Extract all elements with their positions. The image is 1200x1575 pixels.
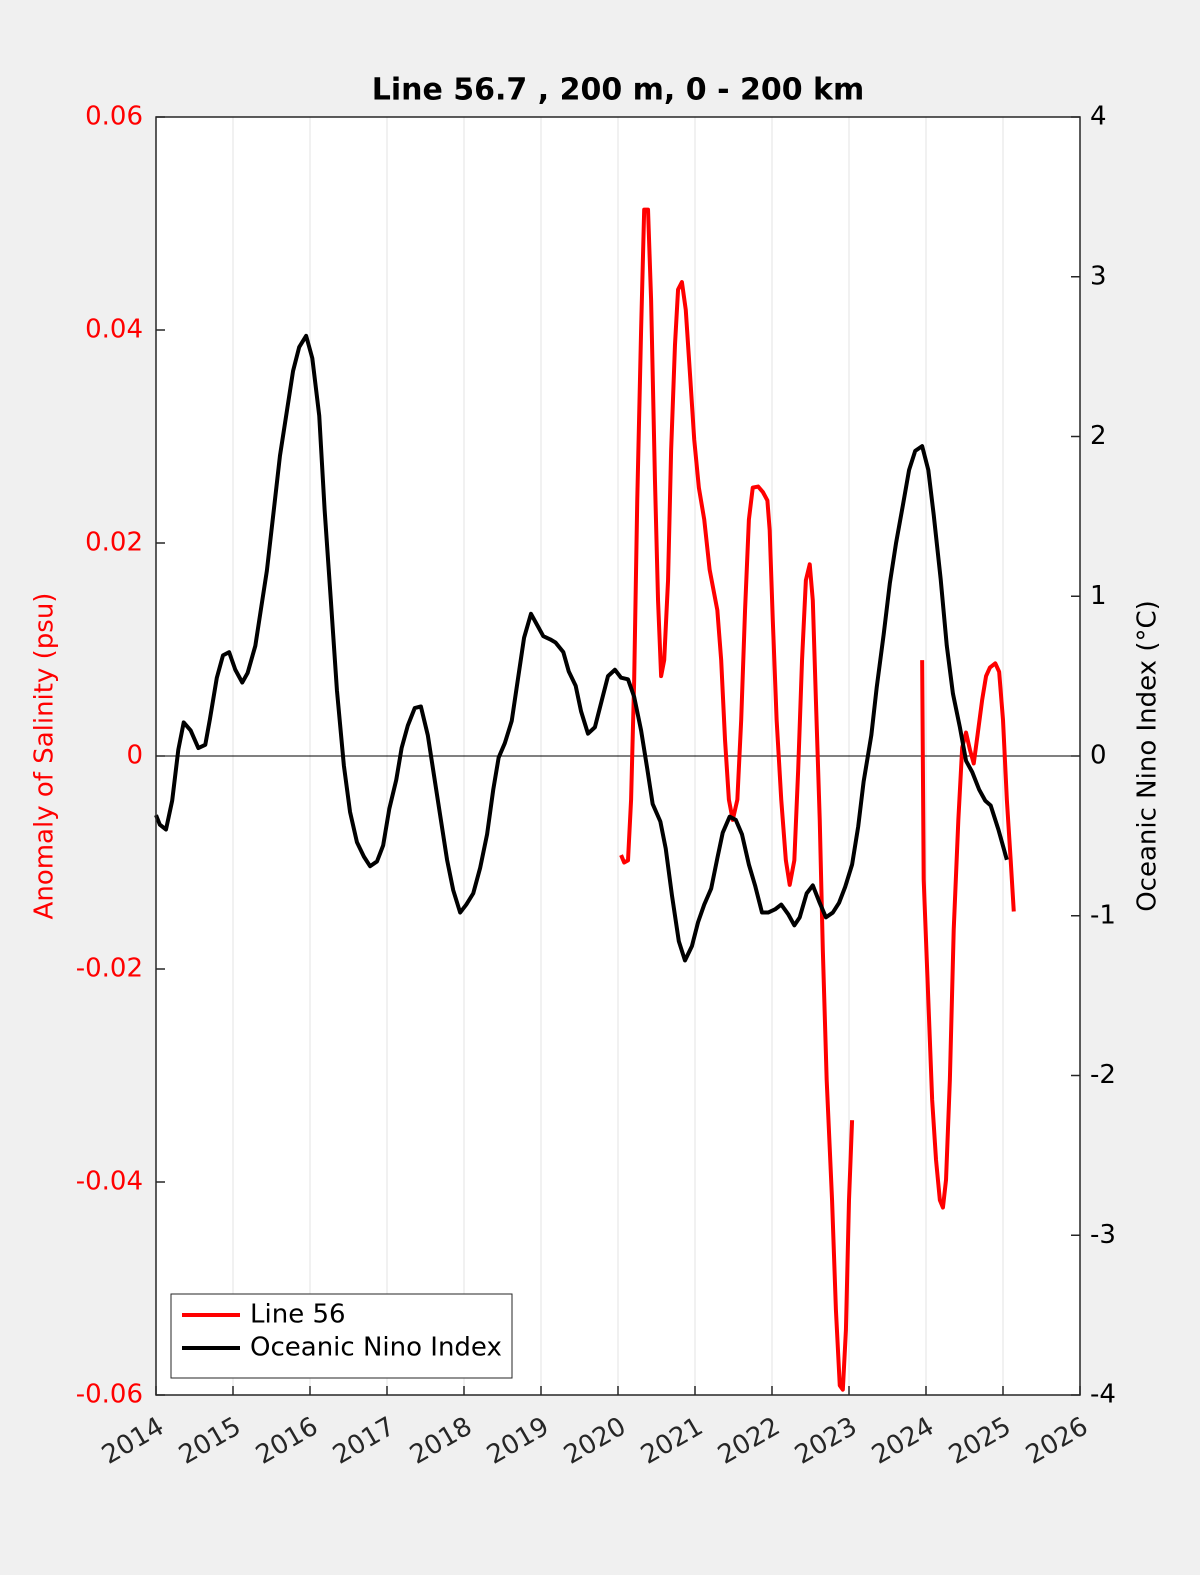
series-line — [619, 207, 1016, 1392]
y2-tick-label: -3 — [1090, 1220, 1116, 1250]
y2-tick-label: 0 — [1090, 741, 1107, 771]
y2-tick-label: -2 — [1090, 1060, 1116, 1090]
y-tick-label: 0.02 — [85, 528, 143, 558]
legend-label: Line 56 — [250, 1300, 346, 1330]
legend-label: Oceanic Nino Index — [250, 1333, 502, 1363]
y-tick-label: 0.04 — [85, 315, 143, 345]
y-tick-label: -0.06 — [76, 1380, 143, 1410]
y-axis-label: Anomaly of Salinity (psu) — [30, 593, 60, 920]
y2-tick-label: 2 — [1090, 421, 1107, 451]
series-line — [154, 333, 1009, 963]
y2-tick-label: -1 — [1090, 900, 1116, 930]
lines — [154, 207, 1016, 1392]
y-tick-label: 0 — [126, 741, 143, 771]
legend-box — [170, 1293, 513, 1379]
chart-title: Line 56.7 , 200 m, 0 - 200 km — [372, 73, 865, 108]
y-tick-label: -0.02 — [76, 954, 143, 984]
y2-tick-label: 4 — [1090, 102, 1107, 132]
y2-tick-label: 3 — [1090, 261, 1107, 291]
y-tick-label: 0.06 — [85, 102, 143, 132]
y2-axis-label: Oceanic Nino Index (°C) — [1133, 600, 1163, 912]
y2-tick-label: -4 — [1090, 1380, 1116, 1410]
y-tick-label: -0.04 — [76, 1167, 143, 1197]
y2-tick-label: 1 — [1090, 581, 1107, 611]
